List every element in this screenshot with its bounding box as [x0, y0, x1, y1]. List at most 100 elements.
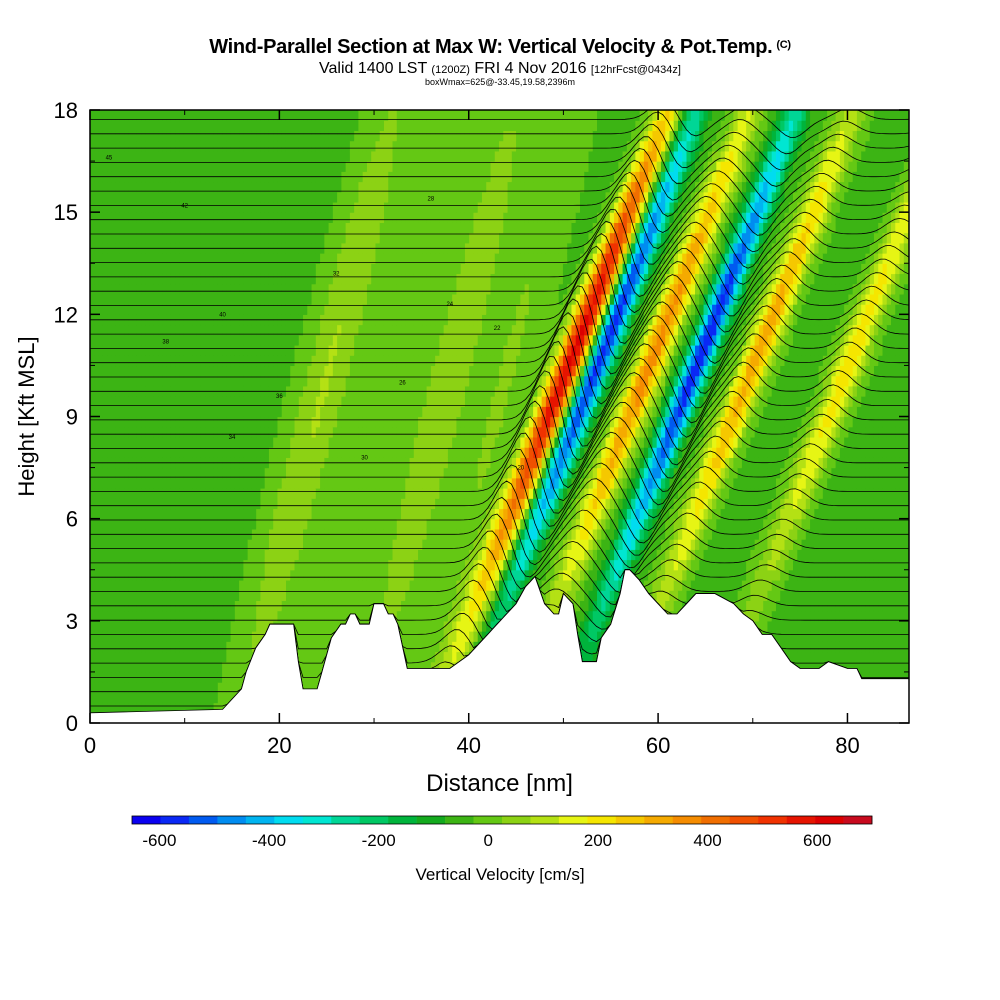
velocity-cell: [196, 150, 202, 162]
velocity-cell: [153, 130, 159, 142]
velocity-cell: [124, 365, 129, 377]
velocity-cell: [98, 283, 104, 295]
velocity-cell: [413, 590, 419, 601]
velocity-cell: [371, 110, 377, 121]
velocity-cell: [188, 426, 193, 438]
velocity-cell: [439, 559, 445, 571]
velocity-cell: [371, 222, 377, 234]
velocity-cell: [435, 549, 440, 561]
velocity-cell: [281, 181, 287, 193]
velocity-cell: [162, 590, 168, 601]
velocity-cell: [247, 447, 253, 458]
velocity-cell: [124, 590, 129, 601]
velocity-cell: [396, 181, 402, 193]
velocity-cell: [217, 232, 223, 244]
velocity-cell: [422, 610, 428, 622]
velocity-cell: [222, 232, 227, 244]
velocity-cell: [405, 406, 411, 418]
velocity-cell: [230, 559, 236, 571]
velocity-cell: [405, 641, 411, 653]
velocity-cell: [239, 181, 244, 193]
velocity-cell: [132, 436, 138, 448]
velocity-cell: [422, 365, 428, 377]
velocity-cell: [328, 293, 334, 305]
velocity-cell: [230, 651, 236, 663]
velocity-cell: [388, 467, 394, 479]
velocity-cell: [226, 293, 232, 305]
velocity-cell: [234, 631, 240, 642]
velocity-cell: [315, 426, 321, 438]
velocity-cell: [345, 324, 351, 336]
velocity-cell: [290, 150, 296, 162]
velocity-cell: [115, 263, 121, 275]
velocity-cell: [388, 365, 394, 377]
velocity-cell: [90, 518, 95, 530]
velocity-cell: [362, 559, 368, 571]
velocity-cell: [409, 355, 415, 367]
velocity-cell: [371, 488, 377, 499]
velocity-cell: [366, 447, 372, 458]
velocity-cell: [162, 232, 168, 244]
velocity-cell: [401, 579, 406, 591]
velocity-cell: [115, 549, 121, 561]
velocity-cell: [209, 181, 215, 193]
velocity-cell: [111, 508, 117, 520]
velocity-cell: [141, 110, 146, 121]
velocity-cell: [345, 283, 351, 295]
velocity-cell: [260, 253, 266, 264]
velocity-cell: [439, 508, 445, 520]
velocity-cell: [209, 467, 215, 479]
velocity-cell: [277, 355, 283, 367]
velocity-cell: [213, 518, 219, 530]
velocity-cell: [332, 396, 338, 407]
velocity-cell: [366, 120, 372, 132]
velocity-cell: [332, 467, 338, 479]
velocity-cell: [268, 273, 274, 285]
velocity-cell: [337, 498, 342, 510]
velocity-cell: [358, 110, 364, 121]
velocity-cell: [183, 212, 189, 223]
velocity-cell: [234, 293, 240, 305]
velocity-cell: [366, 201, 372, 213]
velocity-cell: [277, 579, 283, 591]
velocity-cell: [98, 150, 104, 162]
velocity-cell: [251, 273, 257, 285]
velocity-cell: [226, 365, 232, 377]
velocity-cell: [303, 539, 308, 550]
velocity-cell: [298, 304, 304, 315]
velocity-cell: [392, 590, 398, 601]
velocity-cell: [401, 355, 406, 367]
velocity-cell: [115, 518, 121, 530]
velocity-cell: [234, 273, 240, 285]
velocity-cell: [132, 559, 138, 571]
velocity-cell: [294, 641, 300, 653]
velocity-cell: [328, 375, 334, 387]
velocity-cell: [388, 304, 394, 315]
velocity-cell: [196, 344, 202, 356]
velocity-cell: [217, 590, 223, 601]
velocity-cell: [281, 590, 287, 601]
velocity-cell: [418, 426, 423, 438]
velocity-cell: [209, 569, 215, 581]
velocity-cell: [277, 304, 283, 315]
velocity-cell: [277, 201, 283, 213]
velocity-cell: [418, 273, 423, 285]
velocity-cell: [128, 447, 134, 458]
velocity-cell: [341, 253, 347, 264]
velocity-cell: [153, 488, 159, 499]
velocity-cell: [307, 334, 313, 346]
velocity-cell: [205, 283, 210, 295]
velocity-cell: [285, 150, 291, 162]
velocity-cell: [362, 467, 368, 479]
velocity-cell: [98, 130, 104, 142]
velocity-cell: [311, 130, 317, 142]
velocity-cell: [107, 467, 112, 479]
velocity-cell: [285, 161, 291, 172]
velocity-cell: [162, 467, 168, 479]
velocity-cell: [234, 324, 240, 336]
velocity-cell: [141, 488, 146, 499]
velocity-cell: [418, 579, 423, 591]
velocity-cell: [119, 150, 125, 162]
velocity-cell: [273, 191, 279, 203]
velocity-cell: [115, 508, 121, 520]
